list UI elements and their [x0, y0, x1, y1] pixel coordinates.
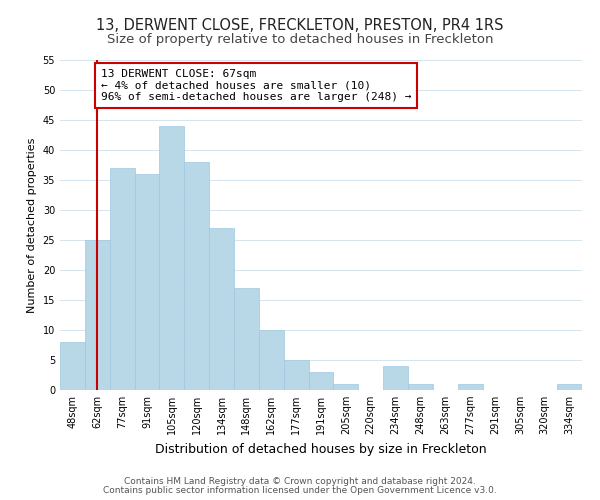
Bar	[134, 174, 160, 390]
Bar	[184, 162, 209, 390]
Text: Contains HM Land Registry data © Crown copyright and database right 2024.: Contains HM Land Registry data © Crown c…	[124, 477, 476, 486]
Y-axis label: Number of detached properties: Number of detached properties	[27, 138, 37, 312]
Bar	[85, 240, 110, 390]
Bar	[284, 360, 308, 390]
Text: Contains public sector information licensed under the Open Government Licence v3: Contains public sector information licen…	[103, 486, 497, 495]
Bar	[234, 288, 259, 390]
Bar	[110, 168, 134, 390]
Bar	[557, 384, 582, 390]
Bar	[259, 330, 284, 390]
Bar	[60, 342, 85, 390]
Bar	[383, 366, 408, 390]
Bar	[334, 384, 358, 390]
Text: Size of property relative to detached houses in Freckleton: Size of property relative to detached ho…	[107, 32, 493, 46]
Bar	[458, 384, 482, 390]
Bar	[308, 372, 334, 390]
Text: 13, DERWENT CLOSE, FRECKLETON, PRESTON, PR4 1RS: 13, DERWENT CLOSE, FRECKLETON, PRESTON, …	[96, 18, 504, 32]
X-axis label: Distribution of detached houses by size in Freckleton: Distribution of detached houses by size …	[155, 442, 487, 456]
Text: 13 DERWENT CLOSE: 67sqm
← 4% of detached houses are smaller (10)
96% of semi-det: 13 DERWENT CLOSE: 67sqm ← 4% of detached…	[101, 69, 412, 102]
Bar	[209, 228, 234, 390]
Bar	[160, 126, 184, 390]
Bar	[408, 384, 433, 390]
